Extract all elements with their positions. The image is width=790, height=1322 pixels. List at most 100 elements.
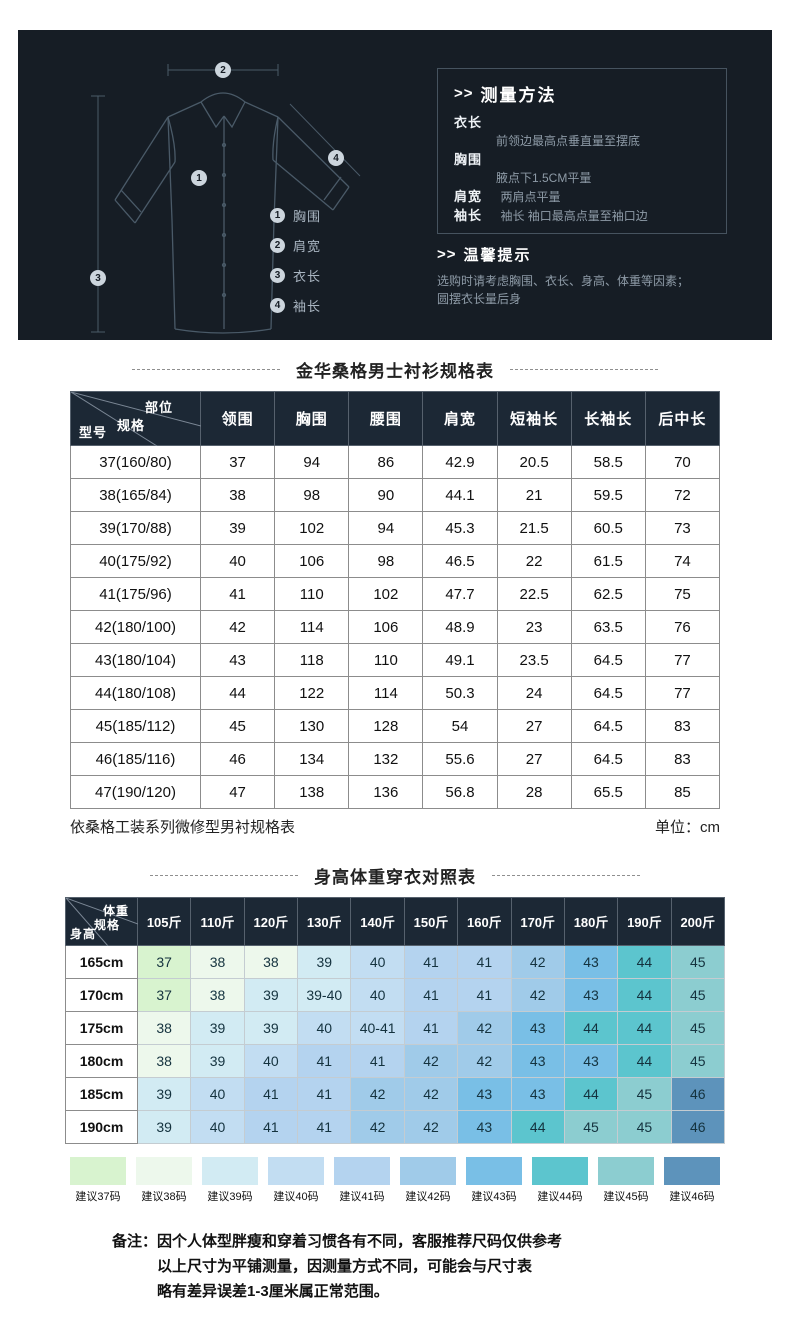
- spec-header-row-el: 部位 规格 型号 领围 胸围 腰围 肩宽 短袖长 长袖长 后中长: [70, 391, 721, 446]
- marker-length: 3: [90, 270, 106, 286]
- spec-value-cell: 61.5: [570, 544, 646, 578]
- spec-row: 43(180/104) 43 118 110 49.1 23.5 64.5 77: [70, 643, 721, 677]
- marker-chest: 1: [191, 170, 207, 186]
- hw-size-cell: 43: [563, 1044, 619, 1078]
- hw-section-title-row: 身高体重穿衣对照表: [0, 863, 790, 888]
- spec-value-cell: 72: [644, 478, 721, 512]
- legend-swatch: [202, 1157, 258, 1185]
- measure-item: 袖长 袖长 袖口最高点量至袖口边: [454, 208, 710, 224]
- spec-row: 44(180/108) 44 122 114 50.3 24 64.5 77: [70, 676, 721, 710]
- hw-col-header: 200斤: [670, 897, 726, 946]
- hw-col-header: 160斤: [457, 897, 512, 946]
- notes-line: 略有差异误差1-3厘米属正常范围。: [157, 1283, 389, 1300]
- spec-value-cell: 44: [199, 676, 276, 710]
- hw-size-cell: 41: [403, 1011, 459, 1045]
- corner-label-model: 型号: [79, 425, 108, 440]
- measure-item-desc: 袖长 袖口最高点量至袖口边: [500, 209, 648, 223]
- diagonal-lines-icon: [71, 392, 201, 446]
- legend-label: 建议40码: [273, 1191, 319, 1203]
- spec-value-cell: 136: [348, 775, 424, 809]
- hw-row: 190cm 39 40 41 41 42 42 43 44 45 45 46: [65, 1110, 726, 1144]
- spec-value-cell: 59.5: [570, 478, 646, 512]
- hw-size-cell: 41: [457, 978, 512, 1012]
- hw-size-cell: 44: [563, 1077, 619, 1111]
- spec-value-cell: 106: [348, 610, 424, 644]
- hw-size-cell: 42: [403, 1110, 459, 1144]
- hw-size-cell: 43: [563, 945, 619, 979]
- legend-label: 建议38码: [141, 1191, 187, 1203]
- spec-value-cell: 23.5: [496, 643, 572, 677]
- legend-label: 建议46码: [669, 1191, 715, 1203]
- size-legend: 建议37码 建议38码 建议39码 建议40码 建议41码 建议42码 建议43码 建议44码…: [0, 1157, 790, 1204]
- hw-size-cell: 41: [297, 1110, 352, 1144]
- hw-size-cell: 39: [136, 1110, 192, 1144]
- hw-size-cell: 38: [136, 1044, 192, 1078]
- hw-size-cell: 39: [136, 1077, 192, 1111]
- hw-size-cell: 43: [510, 1077, 565, 1111]
- hw-size-cell: 42: [403, 1044, 459, 1078]
- hw-size-cell: 41: [243, 1077, 299, 1111]
- diagram-legend: 1 胸围 2 肩宽 3 衣长 4 袖长: [270, 206, 321, 326]
- hw-size-cell: 43: [510, 1011, 565, 1045]
- spec-value-cell: 134: [274, 742, 350, 776]
- spec-value-cell: 40: [199, 544, 276, 578]
- diagram-legend-label: 肩宽: [293, 239, 322, 254]
- hw-size-cell: 42: [457, 1044, 512, 1078]
- hw-col-header: 150斤: [403, 897, 459, 946]
- hw-size-cell: 42: [350, 1110, 405, 1144]
- spec-row: 41(175/96) 41 110 102 47.7 22.5 62.5 75: [70, 577, 721, 611]
- hw-size-cell: 45: [563, 1110, 619, 1144]
- hw-height-cell: 185cm: [65, 1077, 138, 1111]
- spec-value-cell: 55.6: [422, 742, 498, 776]
- spec-value-cell: 39: [199, 511, 276, 545]
- legend-swatch: [664, 1157, 720, 1185]
- spec-value-cell: 37: [199, 445, 276, 479]
- legend-swatch: [268, 1157, 324, 1185]
- notes: 备注： 因个人体型胖瘦和穿着习惯各有不同，客服推荐尺码仅供参考 以上尺寸为平铺测…: [112, 1229, 790, 1304]
- spec-col-header: 长袖长: [570, 391, 646, 446]
- spec-value-cell: 94: [274, 445, 350, 479]
- spec-row: 46(185/116) 46 134 132 55.6 27 64.5 83: [70, 742, 721, 776]
- number-badge-icon: 4: [270, 298, 285, 313]
- diagram-legend-item: 3 衣长: [270, 266, 321, 285]
- title-dash-left: [150, 875, 298, 876]
- hw-size-cell: 41: [403, 978, 459, 1012]
- corner-label-spec: 规格: [94, 918, 121, 932]
- spec-value-cell: 22.5: [496, 577, 572, 611]
- measure-item: 胸围 腋点下1.5CM平量: [454, 152, 710, 186]
- hw-size-cell: 45: [617, 1077, 672, 1111]
- hw-size-cell: 42: [403, 1077, 459, 1111]
- hw-height-cell: 180cm: [65, 1044, 138, 1078]
- spec-value-cell: 50.3: [422, 676, 498, 710]
- hw-size-cell: 45: [670, 978, 726, 1012]
- spec-value-cell: 38: [199, 478, 276, 512]
- warm-tips: >> 温馨提示 选购时请考虑胸围、衣长、身高、体重等因素；圆摆衣长量后身: [437, 244, 729, 308]
- measure-method-panel: >> 测量方法 衣长 前领边最高点垂直量至摆底 胸围 腋点下1.5CM平量 肩宽…: [437, 68, 727, 234]
- hw-size-cell: 42: [350, 1077, 405, 1111]
- hw-height-cell: 175cm: [65, 1011, 138, 1045]
- legend-item: 建议42码: [400, 1157, 456, 1204]
- hw-height-cell: 190cm: [65, 1110, 138, 1144]
- spec-value-cell: 73: [644, 511, 721, 545]
- legend-item: 建议46码: [664, 1157, 720, 1204]
- spec-model-cell: 39(170/88): [70, 511, 201, 545]
- spec-row: 42(180/100) 42 114 106 48.9 23 63.5 76: [70, 610, 721, 644]
- hw-size-cell: 45: [617, 1110, 672, 1144]
- spec-value-cell: 56.8: [422, 775, 498, 809]
- spec-value-cell: 21.5: [496, 511, 572, 545]
- measure-item: 肩宽 两肩点平量: [454, 189, 710, 205]
- spec-value-cell: 65.5: [570, 775, 646, 809]
- chevrons-icon: >>: [437, 246, 457, 263]
- hw-size-cell: 41: [350, 1044, 405, 1078]
- spec-value-cell: 98: [274, 478, 350, 512]
- legend-swatch: [532, 1157, 588, 1185]
- hw-size-cell: 40: [190, 1077, 245, 1111]
- measure-item-desc: 两肩点平量: [500, 190, 561, 204]
- hw-size-cell: 37: [136, 945, 192, 979]
- shirt-diagram: [91, 64, 361, 334]
- legend-swatch: [70, 1157, 126, 1185]
- spec-value-cell: 102: [274, 511, 350, 545]
- spec-row: 37(160/80) 37 94 86 42.9 20.5 58.5 70: [70, 445, 721, 479]
- notes-line: 以上尺寸为平铺测量，因测量方式不同，可能会与尺寸表: [157, 1258, 533, 1275]
- measure-item-label: 胸围: [454, 152, 483, 167]
